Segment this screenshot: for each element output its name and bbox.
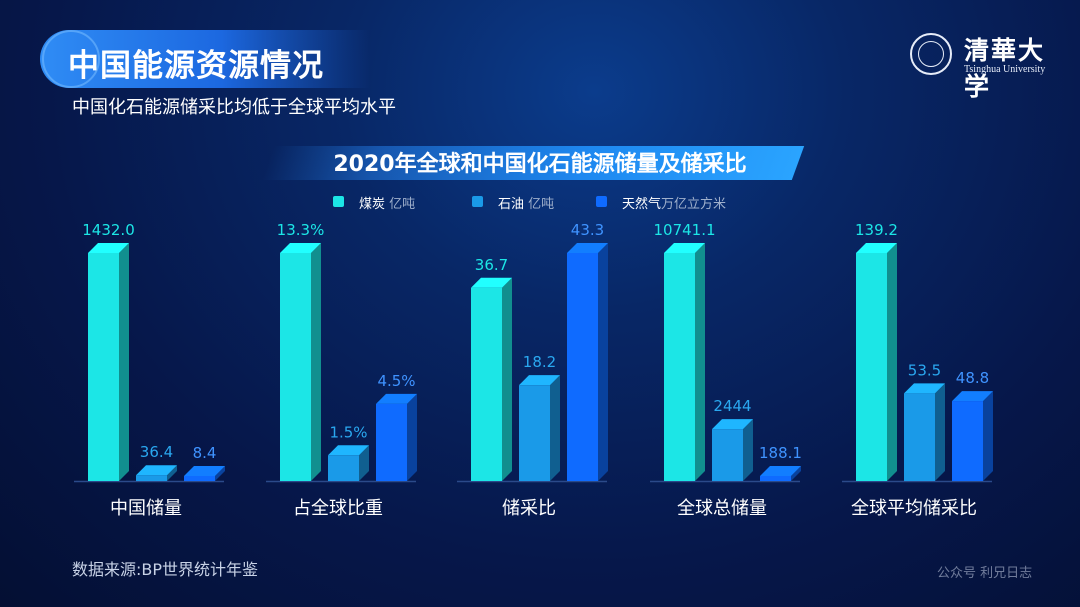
legend-label-gas: 天然气 bbox=[622, 197, 662, 212]
data-label-gas-china-reserves: 8.4 bbox=[193, 444, 217, 462]
data-label-coal-rp-ratio: 36.7 bbox=[475, 256, 508, 274]
bar-oil-global-rp-ratio bbox=[904, 383, 945, 481]
bar-group-global-rp-ratio: 139.2 53.5 48.8 全球平均储采比 bbox=[842, 221, 993, 519]
category-label-rp-ratio: 储采比 bbox=[502, 498, 556, 519]
bar-oil-rp-ratio bbox=[519, 375, 560, 481]
data-label-coal-global-reserves: 10741.1 bbox=[653, 221, 715, 239]
gas-swatch-icon bbox=[596, 196, 607, 207]
bar-oil-china-reserves bbox=[136, 465, 177, 481]
data-label-coal-global-rp-ratio: 139.2 bbox=[855, 221, 898, 239]
data-label-oil-rp-ratio: 18.2 bbox=[523, 353, 556, 371]
bar-coal-rp-ratio bbox=[471, 277, 512, 481]
legend-label-coal: 煤炭 bbox=[359, 197, 386, 212]
bar-gas-china-reserves bbox=[184, 466, 225, 481]
category-label-global-reserves: 全球总储量 bbox=[677, 498, 767, 519]
data-label-coal-global-share: 13.3% bbox=[277, 221, 325, 239]
bar-coal-global-rp-ratio bbox=[856, 243, 897, 481]
legend-label-oil: 石油 bbox=[498, 197, 525, 212]
data-label-coal-china-reserves: 1432.0 bbox=[82, 221, 135, 239]
legend-unit-coal: 亿吨 bbox=[389, 197, 416, 212]
tsinghua-logo: 清華大学 Tsinghua University bbox=[910, 33, 1055, 101]
bar-coal-china-reserves bbox=[88, 243, 129, 481]
logo-english-name: Tsinghua University bbox=[964, 64, 1046, 75]
title-ring-decoration bbox=[42, 30, 100, 88]
bar-gas-global-reserves bbox=[760, 466, 801, 481]
data-label-oil-global-share: 1.5% bbox=[329, 423, 367, 441]
data-source: 数据来源:BP世界统计年鉴 bbox=[72, 560, 259, 579]
page-subtitle: 中国化石能源储采比均低于全球平均水平 bbox=[72, 97, 396, 118]
chart-title: 2020年全球和中国化石能源储量及储采比 bbox=[333, 152, 747, 177]
data-label-gas-global-reserves: 188.1 bbox=[759, 444, 802, 462]
bar-gas-global-share bbox=[376, 393, 417, 481]
oil-swatch-icon bbox=[472, 196, 483, 207]
data-label-oil-global-rp-ratio: 53.5 bbox=[908, 361, 941, 379]
data-label-gas-rp-ratio: 43.3 bbox=[571, 221, 604, 239]
bar-oil-global-share bbox=[328, 445, 369, 481]
data-label-oil-global-reserves: 2444 bbox=[713, 397, 751, 415]
watermark: 公众号 利兄日志 bbox=[937, 566, 1033, 581]
bar-coal-global-reserves bbox=[664, 243, 705, 481]
legend-unit-oil: 亿吨 bbox=[528, 197, 555, 212]
category-label-global-rp-ratio: 全球平均储采比 bbox=[851, 498, 977, 519]
data-label-oil-china-reserves: 36.4 bbox=[140, 443, 173, 461]
seal-icon bbox=[910, 33, 952, 75]
page-title: 中国能源资源情况 bbox=[68, 48, 324, 84]
data-label-gas-global-rp-ratio: 48.8 bbox=[956, 369, 989, 387]
category-label-global-share: 占全球比重 bbox=[293, 498, 383, 519]
bar-group-china-reserves: 1432.0 36.4 8.4 中国储量 bbox=[74, 221, 225, 519]
bar-group-global-share: 13.3% 1.5% 4.5% 占全球比重 bbox=[266, 221, 417, 519]
bar-gas-rp-ratio bbox=[567, 243, 608, 481]
legend-unit-gas: 万亿立方米 bbox=[661, 197, 727, 212]
data-label-gas-global-share: 4.5% bbox=[377, 372, 415, 390]
category-label-china-reserves: 中国储量 bbox=[110, 498, 182, 519]
logo-chinese-name: 清華大学 bbox=[964, 36, 1046, 101]
bar-coal-global-share bbox=[280, 243, 321, 481]
bar-group-global-reserves: 10741.1 2444 188.1 全球总储量 bbox=[650, 221, 802, 519]
bar-gas-global-rp-ratio bbox=[952, 391, 993, 481]
bar-oil-global-reserves bbox=[712, 419, 753, 481]
coal-swatch-icon bbox=[333, 196, 344, 207]
bar-group-rp-ratio: 36.7 18.2 43.3 储采比 bbox=[457, 221, 608, 519]
